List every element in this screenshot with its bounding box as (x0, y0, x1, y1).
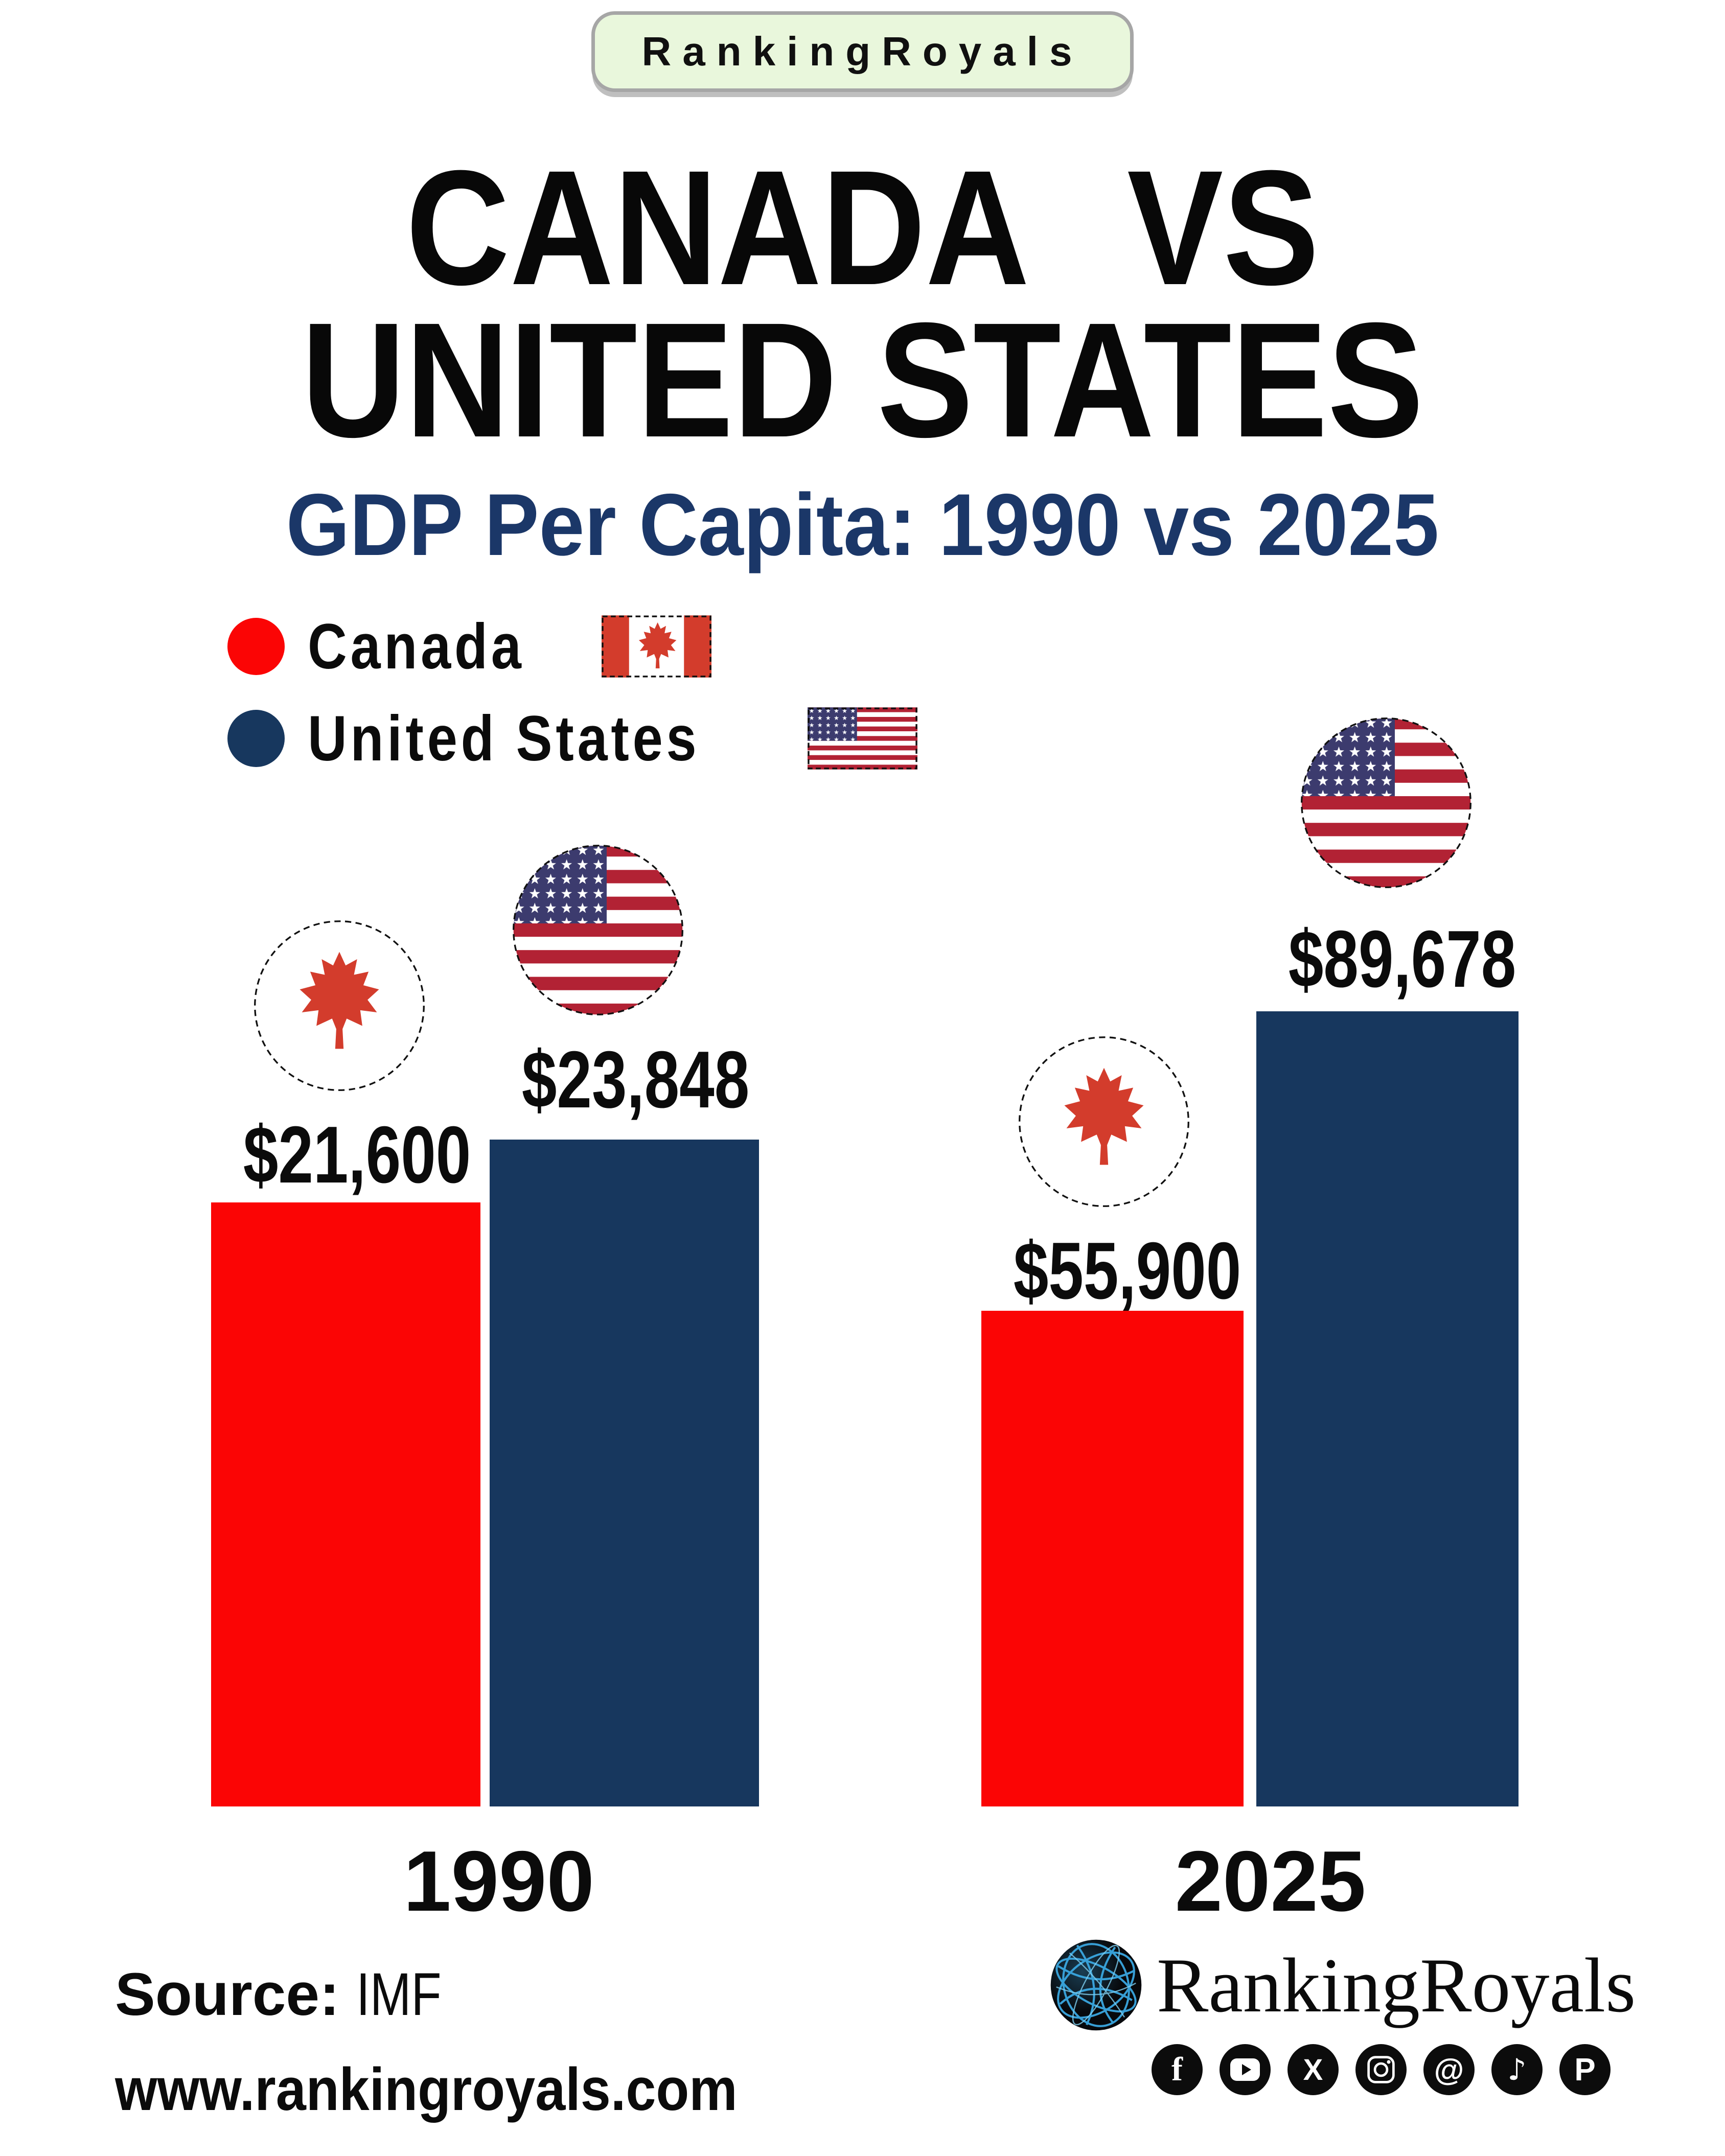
subtitle: GDP Per Capita: 1990 vs 2025 (286, 476, 1439, 574)
brand-logo-row: RankingRoyals (1049, 1938, 1636, 2032)
bar-canada-1990 (211, 1202, 480, 1806)
title-line-1: CANADA VS (406, 136, 1319, 319)
youtube-icon (1220, 2044, 1271, 2095)
facebook-icon: f (1152, 2044, 1203, 2095)
bar-us-1990 (490, 1140, 759, 1806)
bar-us-2025 (1256, 1011, 1519, 1806)
value-label-us-1990: $23,848 (521, 1035, 750, 1125)
legend-item-canada: Canada (227, 611, 917, 682)
globe-logo-icon (1050, 1939, 1142, 2031)
threads-icon: @ (1423, 2044, 1475, 2095)
canada-color-dot (227, 618, 285, 675)
value-label-us-2025: $89,678 (1288, 914, 1516, 1004)
us-color-dot (227, 710, 285, 767)
x-icon: X (1287, 2044, 1339, 2095)
instagram-icon (1355, 2044, 1407, 2095)
header: RankingRoyals (0, 11, 1725, 92)
tiktok-icon: ♪ (1491, 2044, 1543, 2095)
legend-label-canada: Canada (308, 611, 525, 682)
source-block: Source: IMF www.rankingroyals.com (115, 1956, 807, 2128)
value-label-canada-2025: $55,900 (1013, 1226, 1241, 1316)
legend-item-us: United States (227, 703, 917, 774)
us-flag-icon (807, 707, 917, 770)
us-flag-circle-1990 (513, 845, 683, 1015)
us-flag-circle-2025 (1301, 717, 1471, 888)
chart-legend: Canada United States (227, 611, 917, 774)
brand-badge: RankingRoyals (591, 11, 1134, 92)
source-value: IMF (356, 1961, 442, 2028)
legend-label-us: United States (308, 703, 700, 774)
value-label-canada-1990: $21,600 (243, 1110, 471, 1200)
canada-flag-icon (601, 615, 711, 678)
title-line-2: UNITED STATES (301, 288, 1424, 471)
source-line: Source: IMF (115, 1956, 807, 2033)
canada-maple-circle-2025 (1019, 1036, 1189, 1207)
website-link: www.rankingroyals.com (115, 2056, 738, 2123)
pinterest-icon: P (1559, 2044, 1611, 2095)
social-icons-row: f X @ ♪ P (1152, 2044, 1611, 2095)
page-title: CANADA VS UNITED STATES (0, 136, 1725, 471)
canada-maple-circle-1990 (254, 920, 425, 1091)
brand-name: RankingRoyals (1157, 1942, 1636, 2028)
axis-label-2025: 2025 (1175, 1833, 1366, 1929)
source-label: Source: (115, 1961, 340, 2028)
bar-canada-2025 (981, 1311, 1244, 1806)
axis-label-1990: 1990 (403, 1833, 594, 1929)
